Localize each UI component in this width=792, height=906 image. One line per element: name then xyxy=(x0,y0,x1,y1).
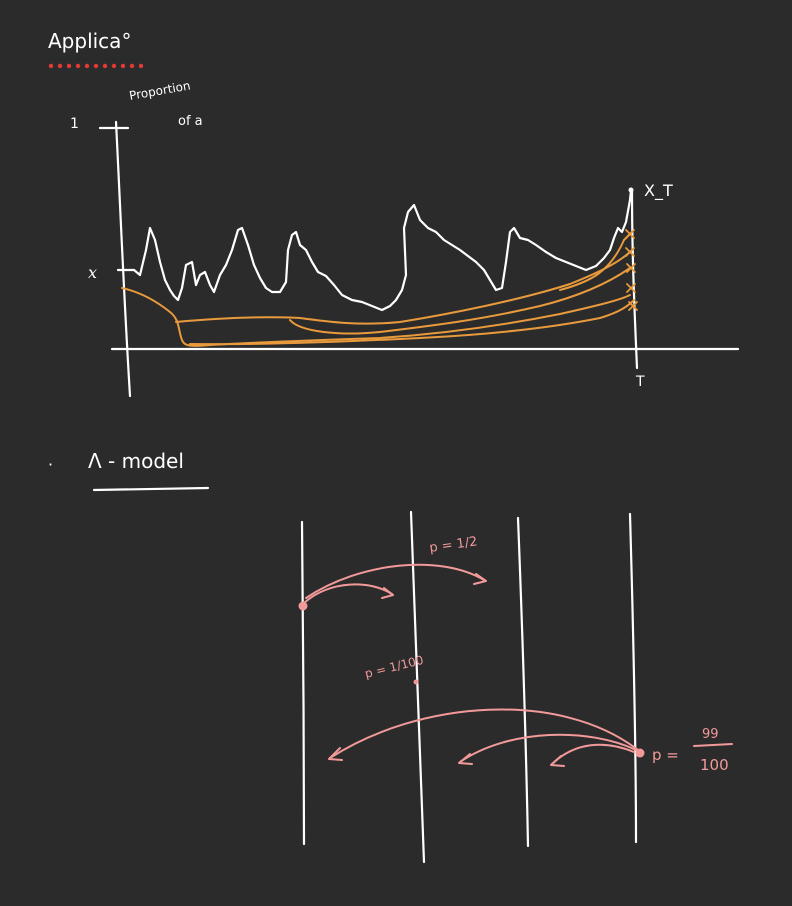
sample-path-orange-4 xyxy=(189,299,635,346)
page-title: Applica° xyxy=(48,29,131,53)
arrow-long-left-head xyxy=(328,747,343,761)
bottom-diagram: p = 1/2 p = 1/100 p = 99 100 xyxy=(298,510,733,864)
end-label-XT: X_T xyxy=(644,181,673,201)
label-denominator: 100 xyxy=(700,756,729,774)
proportion-label-of-a: of a xyxy=(178,114,203,129)
vertical-line-4 xyxy=(628,512,638,844)
sample-path-orange-3 xyxy=(289,267,631,335)
orange-x-marks xyxy=(625,229,638,311)
label-numerator: 99 xyxy=(702,727,719,742)
arrow-long-left xyxy=(329,708,639,759)
arrow-short-right xyxy=(303,583,393,604)
arrow-mid-left xyxy=(459,733,637,763)
proportion-label: Proportion xyxy=(128,78,191,103)
sample-path-orange-1 xyxy=(121,287,631,347)
section-two-underline xyxy=(92,486,210,492)
label-p-hundredth: p = 1/100 xyxy=(363,653,424,681)
point-middle xyxy=(413,679,419,685)
start-point-left xyxy=(298,601,308,611)
arrow-mid-left-head xyxy=(458,753,473,765)
bullet-one: 1 xyxy=(70,116,79,132)
section-two-title: Λ - model xyxy=(88,449,184,473)
arrow-long-right-head xyxy=(473,573,487,585)
arrow-short-left xyxy=(551,743,635,765)
bullet-two: · xyxy=(48,455,53,474)
x-label: x xyxy=(88,263,97,282)
vertical-line-1 xyxy=(300,520,306,846)
arrow-short-right-head xyxy=(381,587,394,599)
time-T-vertical xyxy=(630,188,639,370)
sample-path-orange-2 xyxy=(175,249,633,325)
arrow-short-left-head xyxy=(550,755,565,767)
sample-path-white xyxy=(132,188,633,312)
time-label-T: T xyxy=(635,374,645,390)
label-p-equals: p = xyxy=(652,746,679,764)
y-axis xyxy=(114,120,132,398)
label-p-half: p = 1/2 xyxy=(428,534,478,556)
arrow-long-right xyxy=(305,563,485,599)
fraction-bar xyxy=(693,743,733,747)
sample-path-orange-5 xyxy=(559,231,633,291)
vertical-line-3 xyxy=(516,516,530,848)
top-plot: x X_T T xyxy=(88,120,740,398)
title-underline-dots xyxy=(48,63,144,69)
